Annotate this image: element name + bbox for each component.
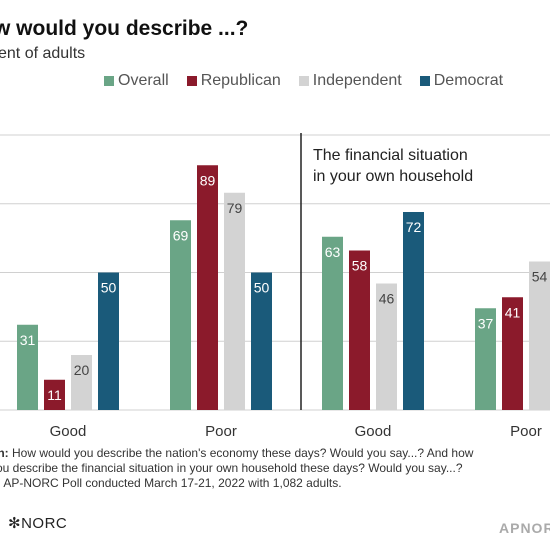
legend-item-democrat: Democrat [419,72,504,90]
data-label-overall-p1-poor: 37 [478,315,494,331]
data-label-republican-p0-good: 11 [47,387,62,403]
source-note: e: AP-NORC Poll conducted March 17-21, 2… [0,476,540,491]
question-note: on: How would you describe the nation's … [0,446,540,461]
bar-democrat-p0-good [98,272,119,410]
legend-swatch-independent [298,76,309,86]
bar-independent-p0-poor [224,192,245,410]
chart-title: w would you describe ...? [0,17,249,40]
bar-republican-p1-poor [502,297,523,410]
data-label-overall-p1-good: 63 [325,244,341,260]
chart-subtitle: ent of adults [0,45,86,62]
legend-item-independent: Independent [298,72,402,90]
category-label-p0-poor: Poor [205,423,237,440]
legend-swatch-republican [186,76,197,86]
data-label-democrat-p1-good: 72 [406,219,422,235]
data-label-independent-p1-good: 46 [379,291,395,307]
data-label-independent-p1-poor: 54 [532,269,548,285]
bar-independent-p0-good [71,355,92,410]
bar-overall-p0-poor [170,220,191,410]
category-label-p1-good: Good [355,423,392,440]
source-note-text: AP-NORC Poll conducted March 17-21, 2022… [0,476,342,490]
bar-independent-p1-good [376,283,397,410]
bar-overall-p1-poor [475,308,496,410]
question-note-text: How would you describe the nation's econ… [8,446,474,460]
data-label-democrat-p0-good: 50 [101,280,117,296]
legend-swatch-overall [104,76,114,86]
data-label-republican-p1-poor: 41 [505,304,521,320]
legend-swatch-democrat [419,76,430,86]
bar-democrat-p1-good [403,212,424,410]
bar-republican-p1-good [349,250,370,410]
bar-chart: 31 11 20 50 Good 69 89 79 50 Poor The financial si… [0,133,550,440]
data-label-overall-p0-poor: 69 [173,227,189,243]
norc-logo: ✻NORC [8,515,68,532]
question-note-label: on: [0,446,9,460]
question-note-continued: you describe the financial situation in … [0,461,540,476]
category-label-p1-poor: Poor [510,423,542,440]
data-label-democrat-p0-poor: 50 [254,280,270,296]
panel-1-title-line-0: The financial situation [313,147,468,164]
data-label-republican-p1-good: 58 [352,258,368,274]
data-label-independent-p0-poor: 79 [227,200,243,216]
legend-label-democrat: Democrat [433,72,504,89]
legend-label-independent: Independent [312,72,402,89]
source-note-label: e: [0,476,1,490]
data-label-overall-p0-good: 31 [20,332,36,348]
legend-label-republican: Republican [200,72,281,89]
category-label-p0-good: Good [50,423,87,440]
bar-overall-p0-good [17,324,38,410]
bar-overall-p1-good [322,236,343,410]
legend-item-republican: Republican [186,72,281,90]
bar-republican-p0-poor [197,165,218,410]
bar-republican-p0-good [44,379,65,410]
chart-notes: on: How would you describe the nation's … [0,446,550,491]
chart-legend: Overall Republican Independent Democrat [104,71,521,91]
question-note-cont-text: you describe the financial situation in … [0,461,463,475]
bar-independent-p1-poor [529,261,550,410]
legend-item-overall: Overall [104,72,169,90]
apnorc-logo: APNORC [499,520,550,536]
data-label-independent-p0-good: 20 [74,362,90,378]
legend-label-overall: Overall [118,72,169,89]
data-label-republican-p0-poor: 89 [200,172,216,188]
bar-democrat-p0-poor [251,272,272,410]
panel-1-title-line-1: in your own household [313,168,473,185]
